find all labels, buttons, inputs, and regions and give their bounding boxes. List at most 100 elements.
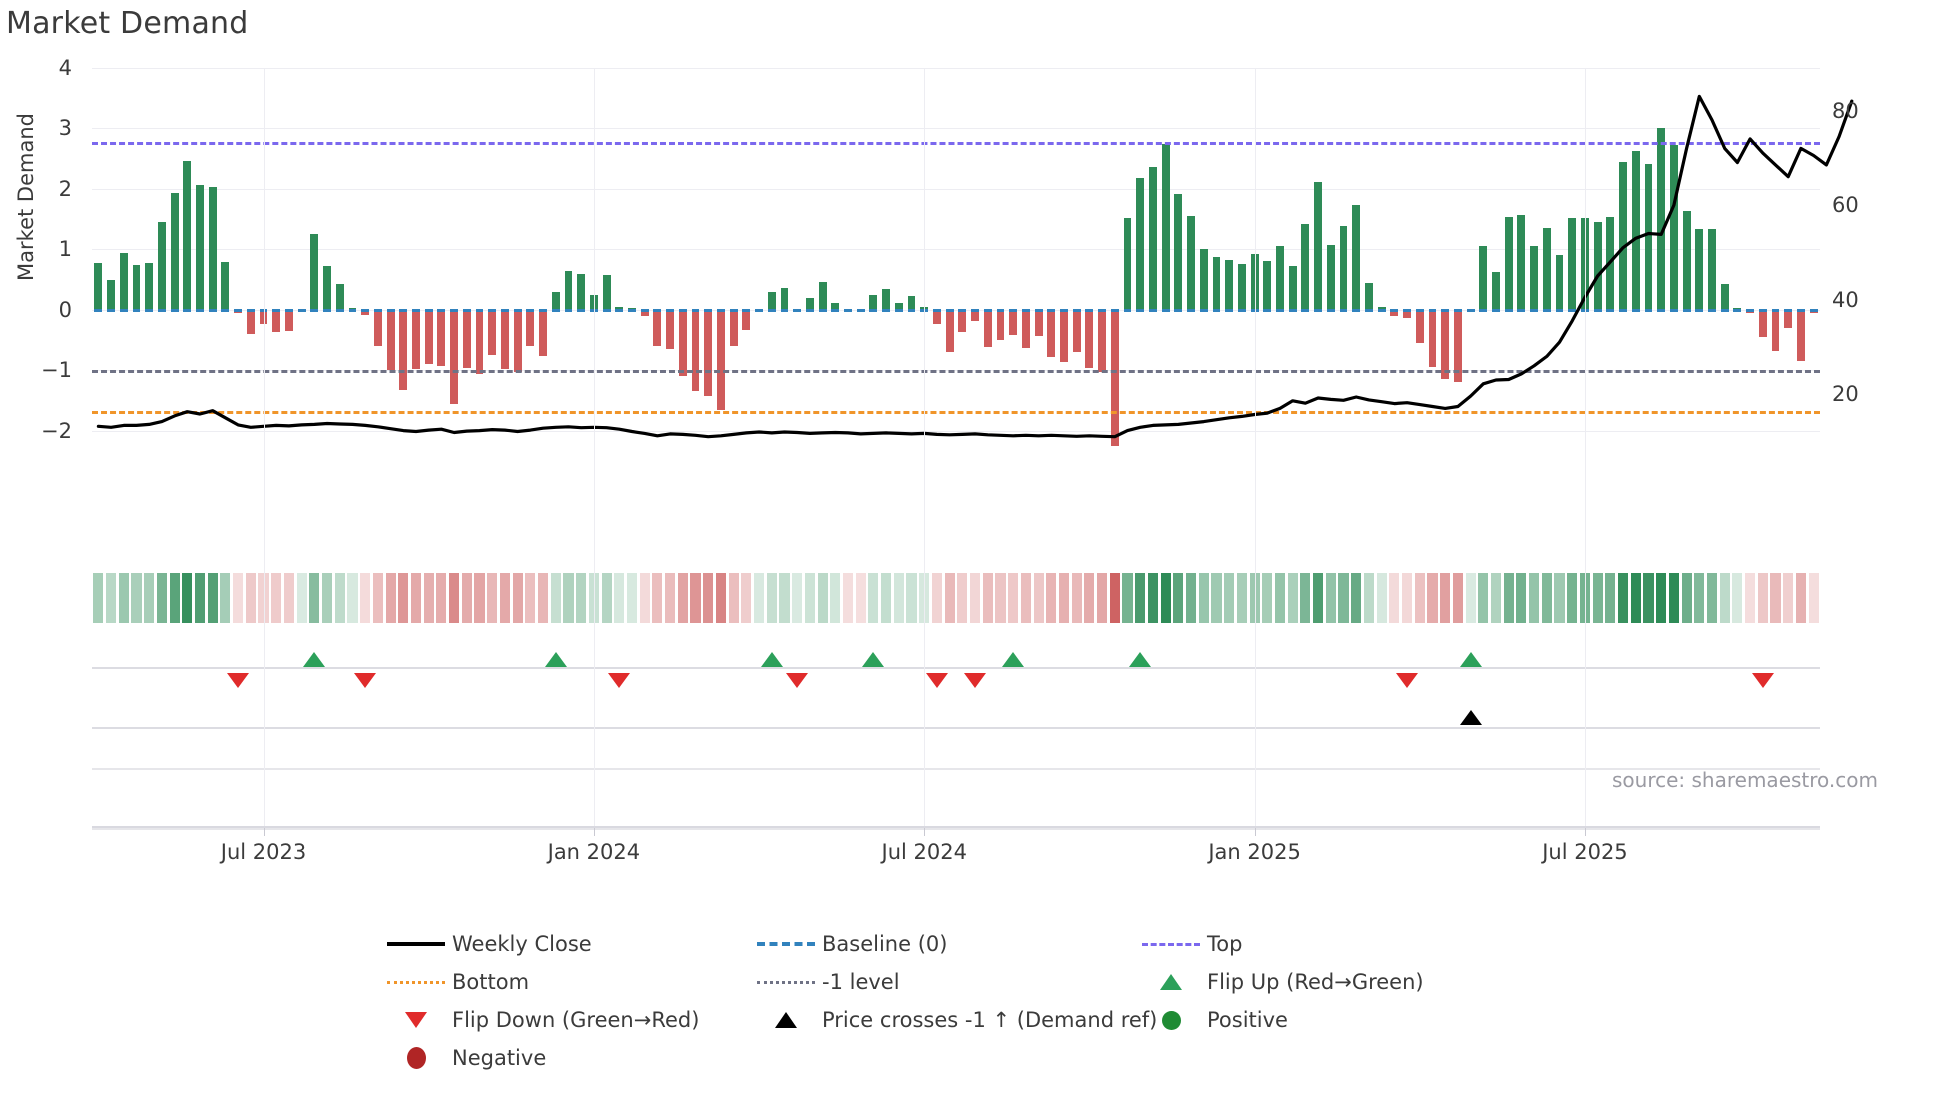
legend-label: Bottom — [452, 970, 530, 994]
baseline-cap — [882, 308, 891, 312]
flip-down-marker[interactable] — [925, 673, 948, 688]
heat-cell — [296, 573, 307, 623]
price-cross-marker[interactable] — [1459, 710, 1482, 725]
demand-bar — [208, 187, 217, 310]
legend-item[interactable]: Top — [1135, 925, 1515, 963]
flip-up-marker[interactable] — [1002, 652, 1025, 667]
flip-up-marker[interactable] — [1459, 652, 1482, 667]
minus-one-line-icon — [757, 980, 815, 984]
baseline-cap — [691, 308, 700, 312]
heat-cell — [1516, 573, 1527, 623]
demand-bar — [1555, 255, 1564, 310]
baseline-cap — [526, 308, 535, 312]
demand-bar — [526, 309, 535, 346]
legend-item[interactable]: Baseline (0) — [750, 925, 1135, 963]
legend-item[interactable]: Bottom — [380, 963, 750, 1001]
flip-down-marker[interactable] — [1396, 673, 1419, 688]
heat-cell — [105, 573, 117, 623]
baseline-cap — [183, 308, 192, 312]
flip-up-marker[interactable] — [544, 652, 567, 667]
demand-bar — [1326, 244, 1335, 310]
demand-bar — [373, 309, 382, 347]
baseline-cap — [1276, 308, 1284, 312]
flip-down-marker[interactable] — [1751, 673, 1774, 688]
baseline-cap — [983, 308, 992, 312]
baseline-cap — [1136, 308, 1145, 312]
heat-cell — [194, 573, 206, 623]
flip-marker-panel — [92, 640, 1820, 830]
demand-bar — [1682, 210, 1691, 310]
heat-cell — [703, 573, 714, 623]
baseline-cap — [170, 308, 179, 312]
flip-down-marker[interactable] — [354, 673, 377, 688]
x-tick-label: Jan 2025 — [1208, 840, 1301, 864]
baseline-cap — [1288, 308, 1297, 312]
heat-cell — [461, 573, 472, 623]
heat-cell — [1617, 573, 1629, 623]
baseline-cap — [1555, 308, 1564, 312]
baseline-cap — [755, 308, 763, 312]
demand-bar — [1301, 224, 1310, 310]
x-tick-label: Jul 2025 — [1542, 840, 1628, 864]
heat-cell — [1211, 573, 1222, 623]
legend-row: Negative — [380, 1039, 1590, 1077]
baseline-cap — [373, 308, 382, 312]
flip-down-marker[interactable] — [608, 673, 631, 688]
baseline-cap — [234, 308, 243, 312]
heat-cell — [436, 573, 447, 623]
heat-cell — [1097, 573, 1108, 623]
baseline-cap — [107, 308, 115, 312]
flip-up-marker[interactable] — [760, 652, 783, 667]
baseline-cap — [1009, 308, 1018, 312]
flip-up-marker[interactable] — [862, 652, 885, 667]
heat-cell — [372, 573, 383, 623]
baseline-cap — [717, 308, 725, 312]
demand-bar — [933, 309, 941, 324]
heat-cell — [512, 573, 523, 623]
legend-item[interactable]: Flip Down (Green→Red) — [380, 1001, 750, 1039]
legend-item[interactable]: -1 level — [750, 963, 1135, 1001]
legend-item[interactable]: Negative — [380, 1039, 750, 1077]
gridline-x — [263, 68, 265, 828]
baseline-cap — [958, 308, 967, 312]
flip-down-marker[interactable] — [786, 673, 809, 688]
baseline-cap — [805, 308, 814, 312]
demand-bar — [1758, 309, 1767, 338]
flip-down-marker[interactable] — [227, 673, 250, 688]
legend-item[interactable]: Weekly Close — [380, 925, 750, 963]
baseline-cap — [1415, 308, 1424, 312]
demand-bar — [653, 309, 662, 347]
heat-cell — [855, 573, 866, 623]
demand-bar — [1631, 151, 1640, 310]
baseline-cap — [539, 308, 547, 312]
demand-bar — [1263, 261, 1272, 310]
demand-bar — [602, 275, 611, 310]
demand-bar — [1644, 164, 1653, 310]
baseline-cap — [945, 308, 954, 312]
flip-up-marker[interactable] — [1129, 652, 1152, 667]
heat-cell — [525, 573, 536, 623]
legend-item[interactable]: Flip Up (Red→Green) — [1135, 963, 1515, 1001]
legend-item[interactable]: Positive — [1135, 1001, 1515, 1039]
legend-item[interactable]: Price crosses -1 ↑ (Demand ref) — [750, 1001, 1157, 1039]
heat-cell — [271, 573, 282, 623]
demand-bar — [717, 309, 725, 410]
legend-key — [750, 1012, 822, 1028]
x-tick-label: Jul 2024 — [881, 840, 967, 864]
demand-bar — [335, 284, 344, 310]
baseline-cap — [424, 308, 433, 312]
baseline-cap — [1669, 308, 1678, 312]
demand-bar — [907, 295, 916, 310]
demand-bar — [1403, 309, 1411, 318]
heat-cell — [1351, 573, 1362, 623]
demand-bar — [1415, 309, 1424, 344]
demand-bar — [1377, 306, 1386, 310]
flip-up-marker[interactable] — [303, 652, 326, 667]
demand-bar — [1568, 217, 1577, 310]
demand-bar — [1276, 246, 1284, 310]
flip-down-marker[interactable] — [964, 673, 987, 688]
heat-cell — [1084, 573, 1095, 623]
baseline-cap — [1453, 308, 1462, 312]
demand-bar — [1098, 309, 1107, 372]
